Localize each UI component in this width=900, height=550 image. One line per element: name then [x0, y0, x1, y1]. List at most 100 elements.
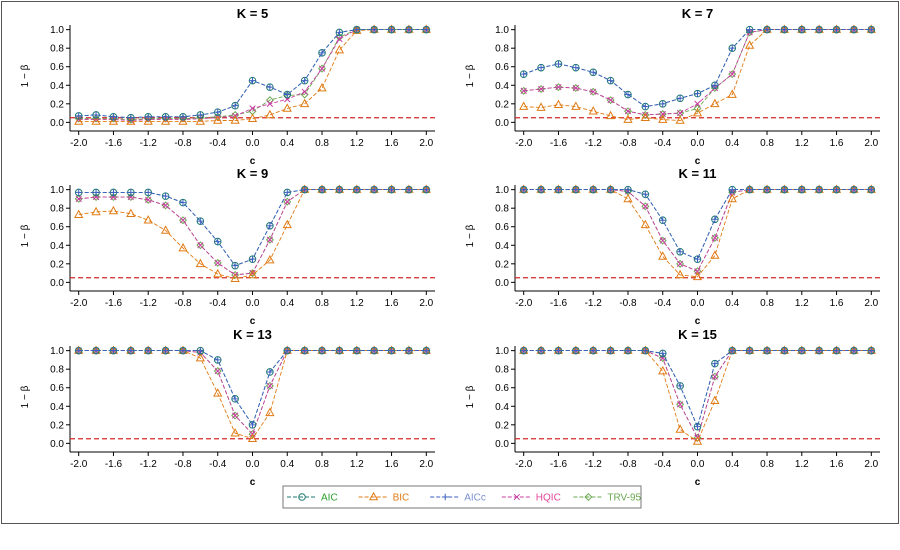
data-point	[659, 110, 666, 118]
data-point	[536, 102, 546, 111]
data-point	[624, 91, 632, 98]
data-point	[230, 115, 240, 124]
data-point	[336, 186, 343, 193]
data-point	[127, 189, 135, 196]
legend-item: HQIC	[501, 493, 561, 504]
data-point	[676, 400, 685, 409]
x-tick-label: 1.2	[350, 298, 364, 309]
data-point	[676, 109, 684, 117]
legend-label: HQIC	[536, 493, 561, 504]
data-point	[728, 44, 736, 52]
data-point	[555, 83, 562, 91]
data-point	[405, 186, 413, 193]
x-tick-label: -0.8	[174, 298, 192, 309]
data-point	[127, 114, 135, 122]
data-point	[572, 64, 580, 71]
data-point	[589, 87, 598, 96]
data-point	[833, 186, 840, 193]
data-point	[676, 248, 684, 256]
x-tick-label: -0.4	[209, 298, 227, 309]
data-point	[746, 347, 753, 354]
data-point	[266, 83, 274, 91]
data-point	[711, 81, 719, 89]
data-point	[179, 347, 187, 354]
x-tick-label: 0.4	[725, 138, 739, 149]
data-point	[588, 106, 598, 115]
data-point	[108, 205, 119, 215]
data-point	[162, 192, 169, 200]
x-tick-label: 1.6	[830, 298, 844, 309]
data-point	[675, 424, 685, 433]
panel: 0.0 0.2 0.4 0.6 0.8 1.0 -2.0 -1.6 -1.2 -0.8 -0.4 0.…	[20, 166, 435, 327]
data-point	[520, 347, 527, 354]
x-tick-label: 2.0	[419, 298, 433, 309]
data-point	[109, 193, 118, 202]
panel-title: K = 11	[679, 166, 717, 181]
data-point	[607, 77, 614, 84]
data-point	[711, 360, 719, 367]
data-point	[694, 90, 701, 97]
data-point	[196, 241, 205, 250]
data-point	[589, 68, 597, 76]
x-tick-label: -1.6	[105, 459, 123, 470]
x-tick-label: -1.6	[105, 138, 123, 149]
data-point	[815, 26, 823, 33]
data-point	[658, 236, 667, 245]
legend-item: BIC	[358, 491, 409, 504]
x-tick-label: 0.8	[315, 459, 329, 470]
data-point	[728, 186, 736, 193]
figure-border	[1, 1, 899, 524]
data-point	[283, 347, 291, 354]
data-point	[178, 216, 187, 225]
x-tick-label: 0.8	[760, 459, 774, 470]
data-point	[301, 77, 308, 84]
x-axis-label: c	[695, 316, 701, 327]
x-tick-label: 1.2	[795, 459, 809, 470]
data-point	[555, 60, 562, 68]
y-tick-label: 1.0	[495, 185, 509, 196]
x-tick-label: 0.0	[246, 298, 260, 309]
data-point	[868, 26, 875, 33]
data-point	[353, 347, 361, 354]
legend-item: TRV-95	[573, 493, 642, 504]
data-point	[74, 209, 84, 218]
panel-title: K = 9	[237, 166, 268, 181]
data-point	[249, 105, 256, 112]
legend-marker	[441, 493, 449, 501]
y-tick-label: 0.6	[50, 222, 64, 233]
x-tick-label: -0.4	[654, 138, 672, 149]
x-tick-label: 0.0	[246, 459, 260, 470]
panel: 0.0 0.2 0.4 0.6 0.8 1.0 -2.0 -1.6 -1.2 -0.8 -0.4 0.…	[465, 6, 880, 167]
data-point	[282, 219, 292, 229]
y-tick-label: 0.0	[495, 278, 509, 289]
data-point	[195, 116, 206, 125]
data-point	[624, 186, 632, 193]
data-point	[74, 116, 84, 125]
data-point	[659, 100, 667, 108]
x-tick-label: 1.2	[350, 138, 364, 149]
y-tick-label: 0.0	[50, 439, 64, 450]
data-point	[231, 262, 239, 269]
data-point	[519, 86, 528, 95]
data-point	[266, 368, 274, 376]
data-point	[265, 235, 274, 244]
x-tick-label: -0.8	[174, 459, 192, 470]
data-point	[590, 88, 597, 95]
data-point	[249, 421, 256, 429]
x-tick-label: 1.6	[830, 138, 844, 149]
data-point	[728, 70, 737, 79]
data-point	[92, 111, 100, 119]
x-tick-label: -0.4	[209, 138, 227, 149]
data-point	[537, 84, 546, 93]
data-point	[676, 94, 684, 102]
y-tick-label: 0.8	[50, 44, 64, 55]
data-point	[318, 65, 326, 72]
data-point	[214, 259, 221, 267]
data-point	[318, 186, 326, 193]
panel-title: K = 15	[678, 327, 717, 342]
data-point	[642, 103, 649, 110]
data-point	[746, 26, 753, 33]
data-point	[815, 347, 823, 354]
legend: AIC BIC AICc HQIC TRV-95	[282, 485, 642, 509]
y-tick-label: 0.0	[495, 439, 509, 450]
